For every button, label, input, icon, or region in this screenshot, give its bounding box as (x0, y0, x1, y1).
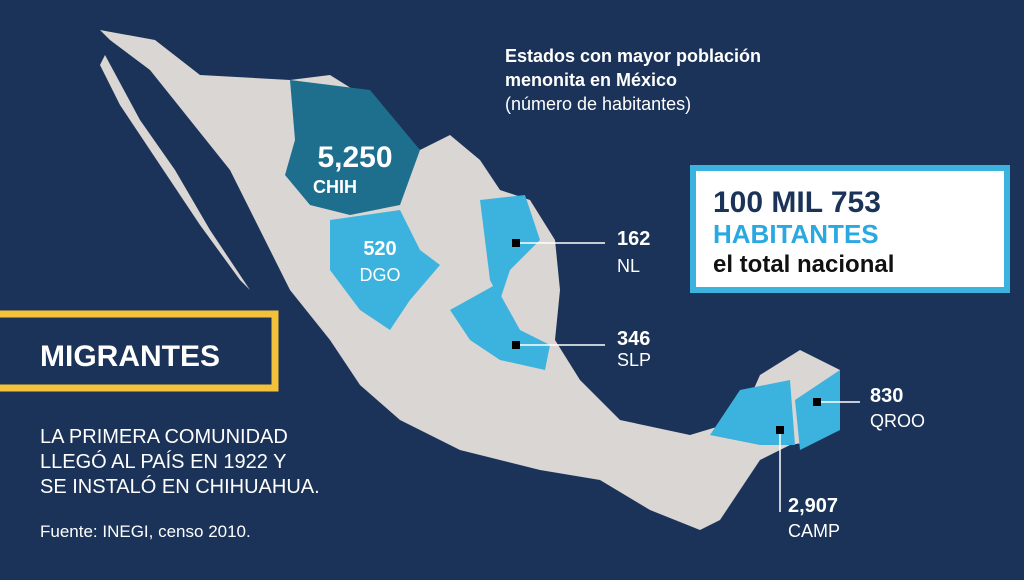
state-label: NL (617, 256, 640, 276)
paragraph-line: LLEGÓ AL PAÍS EN 1922 Y (40, 450, 286, 473)
state-label: QROO (870, 411, 925, 431)
total-number: 100 MIL 753 (713, 186, 881, 219)
title: Estados con mayor población (505, 46, 761, 66)
baja-california (100, 55, 262, 302)
heading-box (0, 310, 279, 392)
paragraph-line: SE INSTALÓ EN CHIHUAHUA. (40, 475, 320, 498)
state-value: 346 (617, 328, 650, 350)
markers (512, 239, 821, 434)
mainland (100, 30, 840, 530)
state-label: CHIH (313, 177, 357, 197)
state-value: 5,250 (317, 141, 392, 174)
state-value: 162 (617, 228, 650, 250)
state-value: 2,907 (788, 495, 838, 517)
paragraph-line: LA PRIMERA COMUNIDAD (40, 426, 288, 448)
state-nl (480, 195, 540, 300)
state-label: DGO (359, 265, 400, 285)
state-label: SLP (617, 350, 651, 370)
state-chih (285, 80, 420, 215)
marker (512, 341, 520, 349)
total-box (690, 165, 1010, 293)
state-dgo (330, 210, 440, 330)
total-unit: HABITANTES (713, 219, 879, 249)
marker (813, 398, 821, 406)
state-value: 830 (870, 385, 903, 407)
state-slp (450, 285, 550, 370)
mexico-map (100, 30, 840, 530)
state-camp (710, 380, 795, 445)
state-label: CAMP (788, 521, 840, 541)
leader-lines (516, 242, 860, 512)
marker (512, 239, 520, 247)
highlighted-states (285, 80, 840, 450)
state-value: 520 (363, 238, 396, 260)
total-caption: el total nacional (713, 251, 894, 278)
source: Fuente: INEGI, censo 2010. (40, 522, 251, 541)
heading: MIGRANTES (40, 340, 220, 373)
state-qroo (795, 370, 840, 450)
subtitle: (número de habitantes) (505, 94, 691, 114)
title: menonita en México (505, 70, 677, 90)
marker (776, 426, 784, 434)
